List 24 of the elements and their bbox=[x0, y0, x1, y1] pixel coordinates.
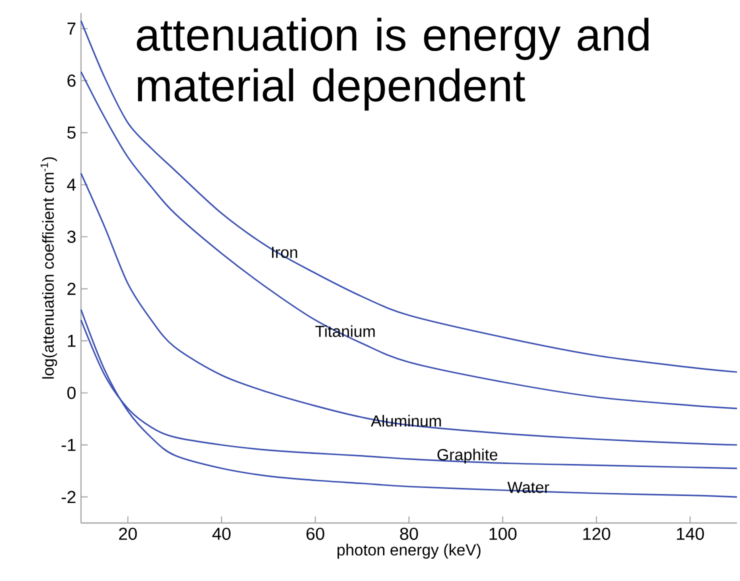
line-series bbox=[80, 308, 738, 498]
y-tick-label: -1 bbox=[62, 438, 76, 451]
x-tick-label: 100 bbox=[490, 528, 516, 540]
series-label: Graphite bbox=[437, 448, 498, 464]
x-tick-label: 60 bbox=[306, 528, 324, 540]
text: attenuation is energy and material dependent bbox=[136, 18, 649, 111]
x-tick-label: 40 bbox=[212, 528, 231, 540]
y-tick-label: 3 bbox=[67, 230, 76, 243]
series-label: Water bbox=[507, 482, 550, 493]
x-tick-label: 20 bbox=[119, 528, 137, 540]
y-tick-label: 2 bbox=[68, 282, 76, 295]
x-tick-label: 120 bbox=[583, 528, 610, 540]
x-tick-label: 140 bbox=[677, 528, 704, 540]
y-tick-label: 0 bbox=[67, 386, 76, 400]
y-tick-label: 7 bbox=[68, 22, 76, 35]
x-axis-title: photon energy (keV) bbox=[338, 544, 480, 559]
line-series bbox=[80, 172, 738, 446]
y-tick-label: -2 bbox=[62, 490, 76, 504]
y-tick-label: 6 bbox=[68, 74, 76, 87]
y-tick-label: 1 bbox=[68, 334, 76, 347]
y-tick-label: 5 bbox=[67, 126, 76, 139]
x-tick-label: 80 bbox=[400, 528, 418, 540]
y-tick-label: 4 bbox=[67, 178, 76, 191]
y-axis-title: log(attenuation coefficient cm$^{-1}$) bbox=[40, 157, 58, 379]
